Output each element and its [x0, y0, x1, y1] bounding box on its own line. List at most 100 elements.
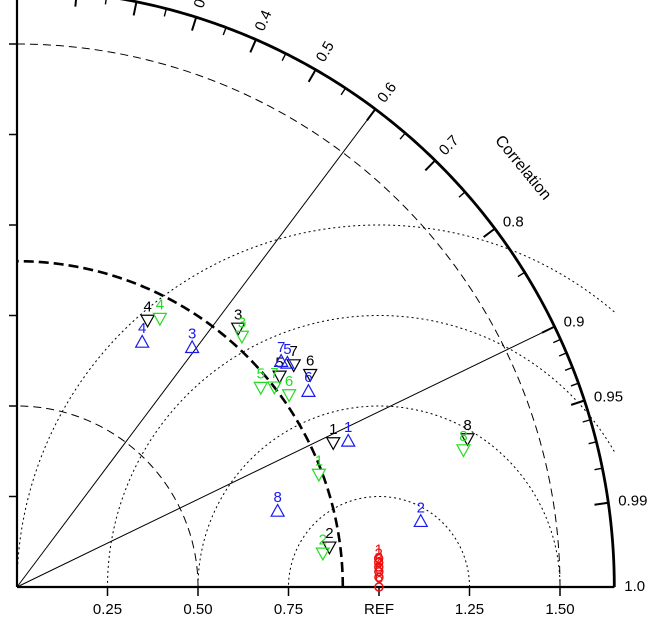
green-marker-5 — [253, 381, 269, 396]
black-label-4: 4 — [143, 298, 151, 315]
correlation-tick — [558, 352, 567, 357]
red-marker-4 — [374, 567, 384, 577]
red-marker-1 — [373, 553, 384, 564]
blue-label-2: 2 — [417, 499, 425, 516]
blue-label-1: 1 — [344, 419, 352, 436]
correlation-tick — [191, 16, 198, 31]
correlation-line — [16, 326, 555, 588]
green-label-5: 5 — [257, 366, 265, 383]
black-marker-6 — [302, 368, 318, 383]
green-label-6: 6 — [285, 373, 293, 390]
black-marker-3 — [230, 322, 246, 337]
correlation-tick — [570, 382, 579, 387]
blue-marker-5 — [279, 355, 295, 369]
blue-label-3: 3 — [188, 325, 196, 342]
correlation-tick — [281, 53, 287, 62]
blue-marker-1 — [340, 433, 356, 447]
correlation-tick — [588, 441, 597, 445]
green-label-4: 4 — [156, 297, 164, 314]
correlation-tick-label: 1.0 — [624, 578, 645, 595]
blue-marker-7 — [273, 353, 289, 367]
correlation-axis-title: Correlation — [491, 132, 554, 203]
red-label-5: 5 — [375, 560, 383, 577]
blue-label-5: 5 — [283, 341, 291, 358]
blue-label-6: 6 — [304, 369, 312, 386]
correlation-tick — [458, 191, 466, 198]
black-marker-7 — [286, 359, 302, 373]
correlation-tick — [570, 399, 585, 406]
blue-label-8: 8 — [273, 489, 281, 506]
green-marker-8 — [455, 444, 471, 458]
black-marker-1 — [325, 437, 341, 451]
reference-std-arc — [16, 259, 345, 588]
red-marker-5 — [374, 572, 384, 583]
correlation-tick — [163, 8, 168, 17]
blue-label-4: 4 — [138, 320, 146, 337]
correlation-tick-label: 0.3 — [191, 0, 213, 10]
green-marker-3 — [234, 330, 250, 345]
std-arc — [16, 405, 199, 588]
x-tick-label: 0.50 — [183, 601, 212, 618]
red-label-6: 6 — [375, 570, 383, 587]
black-label-8: 8 — [463, 417, 471, 434]
grid-arcs — [16, 43, 615, 588]
axis-ticks — [9, 0, 615, 596]
black-label-5: 5 — [275, 354, 283, 371]
black-label-6: 6 — [306, 353, 314, 370]
green-marker-2 — [315, 547, 331, 562]
correlation-tick-label: 0.7 — [436, 132, 463, 159]
black-marker-5 — [272, 370, 288, 385]
green-label-1: 1 — [315, 452, 323, 469]
correlation-tick-label: 0.5 — [313, 38, 338, 65]
correlation-tick — [222, 27, 227, 36]
green-marker-7 — [266, 381, 282, 395]
correlation-tick — [483, 227, 496, 238]
correlation-tick — [594, 501, 609, 506]
green-marker-6 — [281, 389, 297, 403]
rms-arc — [16, 224, 615, 588]
correlation-tick-label: 0.99 — [618, 492, 647, 509]
std-arc — [16, 43, 561, 588]
axes-frame — [15, 0, 616, 589]
blue-marker-2 — [413, 513, 429, 528]
rms-arc — [107, 314, 615, 588]
green-label-7: 7 — [270, 365, 278, 382]
correlation-tick — [366, 108, 377, 121]
correlation-tick — [340, 87, 347, 96]
black-label-2: 2 — [325, 525, 333, 542]
correlation-tick-label: 0.6 — [374, 79, 400, 106]
x-tick-label: 1.25 — [455, 601, 484, 618]
blue-marker-6 — [300, 383, 316, 397]
green-label-8: 8 — [459, 428, 467, 445]
black-label-7: 7 — [290, 343, 298, 360]
correlation-tick — [582, 419, 591, 423]
x-tick-label: 1.50 — [545, 601, 574, 618]
red-label-1: 1 — [374, 541, 382, 558]
correlation-tick — [594, 467, 603, 471]
correlation-tick-label: 0.8 — [503, 214, 524, 231]
correlation-tick-label: 0.95 — [594, 388, 623, 405]
black-label-3: 3 — [234, 306, 242, 323]
blue-marker-4 — [134, 334, 150, 348]
outer-arc — [119, 0, 616, 588]
x-tick-label: 0.25 — [93, 601, 122, 618]
green-label-2: 2 — [319, 531, 327, 548]
blue-label-7: 7 — [277, 339, 285, 356]
correlation-tick — [552, 338, 561, 344]
correlation-tick — [541, 325, 556, 334]
green-marker-1 — [311, 468, 327, 483]
rms-arc — [288, 495, 470, 588]
correlation-tick — [307, 69, 317, 83]
correlation-tick — [399, 132, 406, 140]
green-marker-4 — [152, 312, 168, 327]
correlation-tick — [249, 39, 257, 53]
correlation-tick — [104, 0, 107, 5]
correlation-tick — [74, 0, 78, 7]
blue-marker-3 — [184, 339, 200, 354]
black-marker-8 — [459, 433, 476, 447]
correlation-tick — [132, 1, 138, 16]
x-tick-label: 0.75 — [274, 601, 303, 618]
blue-marker-8 — [270, 503, 286, 517]
